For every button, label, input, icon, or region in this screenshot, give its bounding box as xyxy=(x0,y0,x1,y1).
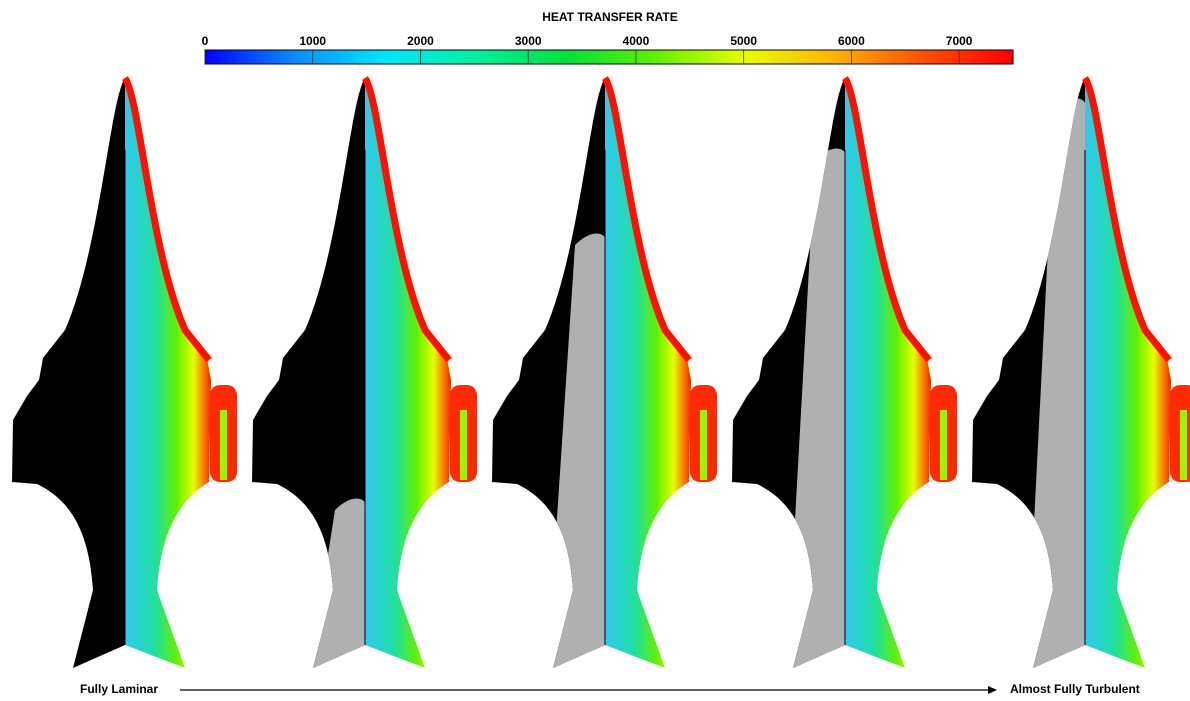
turbulent-region xyxy=(305,498,366,668)
vehicle xyxy=(252,76,477,668)
engine-pod-inner xyxy=(460,410,467,480)
vehicle-left xyxy=(12,78,125,668)
vehicle-edge xyxy=(361,76,452,363)
colorbar-tick-label: 3000 xyxy=(515,34,542,48)
vehicle xyxy=(492,76,717,668)
colorbar-tick-label: 2000 xyxy=(407,34,434,48)
colorbar-tick-label: 6000 xyxy=(838,34,865,48)
colorbar-tick-label: 4000 xyxy=(623,34,650,48)
vehicle-right xyxy=(605,78,691,668)
vehicle-right xyxy=(125,78,211,668)
start-label: Fully Laminar xyxy=(80,682,158,696)
engine-pod-inner xyxy=(220,410,227,480)
colorbar-tick-label: 7000 xyxy=(946,34,973,48)
vehicle-edge xyxy=(121,76,212,363)
colorbar-title: HEAT TRANSFER RATE xyxy=(542,10,678,24)
vehicle-right xyxy=(365,78,451,668)
end-label: Almost Fully Turbulent xyxy=(1010,682,1140,696)
vehicle-right xyxy=(1085,78,1171,668)
colorbar-gradient xyxy=(204,49,1014,65)
vehicle xyxy=(12,76,237,668)
colorbar-tick-label: 1000 xyxy=(299,34,326,48)
arrow-head xyxy=(988,686,997,694)
vehicles xyxy=(12,76,1190,668)
vehicle-edge xyxy=(841,76,932,363)
vehicle-edge xyxy=(1081,76,1172,363)
colorbar-tick-label: 0 xyxy=(202,34,209,48)
colorbar-tick-label: 5000 xyxy=(730,34,757,48)
vehicle xyxy=(972,76,1190,668)
engine-pod-inner xyxy=(700,410,707,480)
engine-pod-inner xyxy=(940,410,947,480)
vehicle-right xyxy=(845,78,931,668)
vehicle xyxy=(732,76,957,668)
engine-pod-inner xyxy=(1180,410,1187,480)
colorbar: 0 1000 2000 3000 4000 5000 6000 7000 xyxy=(202,34,1014,65)
vehicle-edge xyxy=(601,76,692,363)
